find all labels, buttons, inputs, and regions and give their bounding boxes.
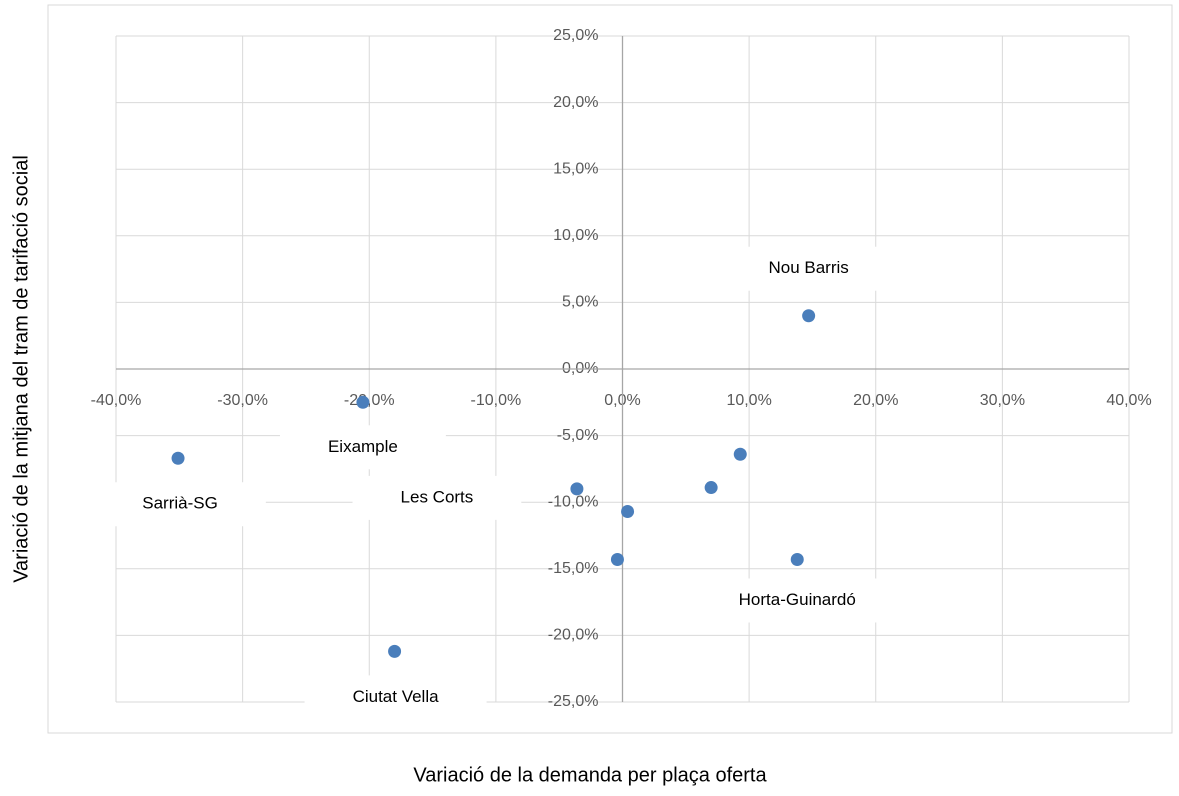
- x-tick-label: 20,0%: [853, 392, 898, 409]
- x-tick-label: 30,0%: [980, 392, 1025, 409]
- point-label: Ciutat Vella: [353, 687, 440, 706]
- point-label: Les Corts: [401, 487, 474, 506]
- label-box: [94, 482, 266, 527]
- y-tick-label: 20,0%: [553, 94, 598, 111]
- y-tick-label: -10,0%: [548, 493, 599, 510]
- point: [610, 552, 624, 566]
- y-tick-label: 5,0%: [562, 294, 598, 311]
- axes: -40,0% -30,0% -20,0% -10,0% 0,0% 10,0% 20,0% 30…: [91, 27, 1152, 710]
- point: [790, 552, 804, 566]
- point: [802, 309, 816, 323]
- y-tick-label: 10,0%: [553, 227, 598, 244]
- point: [621, 505, 635, 519]
- point: [171, 451, 185, 465]
- point-label: Eixample: [328, 437, 398, 456]
- label-box: [690, 578, 904, 623]
- x-axis-title: Variació de la demanda per plaça oferta: [413, 764, 767, 786]
- label-box: [720, 246, 897, 291]
- labels: Eixample Sarrià-SG Les Corts Ciutat Vella No…: [94, 246, 904, 720]
- point: [356, 395, 370, 409]
- point-label: Nou Barris: [768, 258, 848, 277]
- x-tick-label: -40,0%: [91, 392, 142, 409]
- points: [171, 309, 816, 658]
- x-tick-label: 10,0%: [726, 392, 771, 409]
- label-box: [279, 425, 446, 470]
- point: [704, 481, 718, 495]
- y-tick-label: -25,0%: [548, 693, 599, 710]
- point-label: Sarrià-SG: [142, 494, 218, 513]
- y-tick-label: -20,0%: [548, 627, 599, 644]
- y-tick-label: 15,0%: [553, 160, 598, 177]
- x-tick-label: -30,0%: [217, 392, 268, 409]
- point: [388, 644, 402, 658]
- point-label: Horta-Guinardó: [739, 590, 856, 609]
- y-axis-title: Variació de la mitjana del tram de tarif…: [10, 155, 32, 583]
- y-tick-label: 25,0%: [553, 27, 598, 44]
- y-tick-label: -15,0%: [548, 560, 599, 577]
- y-tick-label: -5,0%: [557, 427, 599, 444]
- label-box: [352, 475, 522, 520]
- x-tick-label: 40,0%: [1106, 392, 1151, 409]
- point: [570, 482, 584, 496]
- x-tick-label: -20,0%: [344, 392, 395, 409]
- point: [733, 447, 747, 461]
- x-tick-label: -10,0%: [471, 392, 522, 409]
- label-box: [304, 675, 487, 720]
